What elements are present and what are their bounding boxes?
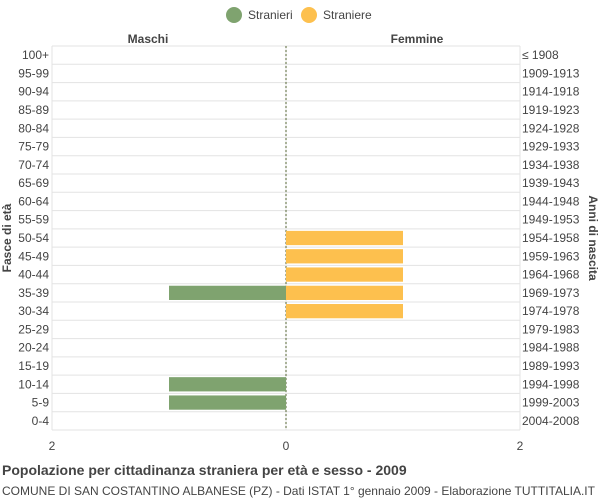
birth-year-tick-label: 1939-1943 <box>522 176 580 190</box>
age-tick-label: 75-79 <box>18 140 49 154</box>
age-tick-label: 10-14 <box>18 377 49 391</box>
birth-year-tick-label: 2004-2008 <box>522 414 580 428</box>
birth-year-tick-label: 1964-1968 <box>522 268 580 282</box>
age-tick-label: 80-84 <box>18 121 49 135</box>
birth-year-tick-label: 1979-1983 <box>522 322 580 336</box>
birth-year-tick-label: 1914-1918 <box>522 85 580 99</box>
age-tick-label: 60-64 <box>18 194 49 208</box>
bar-straniere-40-44 <box>286 267 403 282</box>
chart-subtitle: COMUNE DI SAN COSTANTINO ALBANESE (PZ) -… <box>2 484 595 498</box>
age-tick-label: 0-4 <box>32 414 50 428</box>
birth-year-tick-label: 1944-1948 <box>522 194 580 208</box>
right-header-femmine: Femmine <box>391 32 444 46</box>
age-tick-label: 40-44 <box>18 268 49 282</box>
age-tick-label: 55-59 <box>18 213 49 227</box>
label-layer: 100+ ≤ 1908 95-99 1909-1913 90-94 1914-1918 85… <box>18 48 579 453</box>
birth-year-tick-label: 1919-1923 <box>522 103 580 117</box>
y-axis-title-left: Fasce di età <box>0 203 14 272</box>
age-tick-label: 25-29 <box>18 322 49 336</box>
grid-layer <box>51 45 521 431</box>
age-tick-label: 45-49 <box>18 249 49 263</box>
age-tick-label: 5-9 <box>32 396 50 410</box>
birth-year-tick-label: 1954-1958 <box>522 231 580 245</box>
age-tick-label: 50-54 <box>18 231 49 245</box>
left-header-maschi: Maschi <box>128 32 169 46</box>
birth-year-tick-label: 1929-1933 <box>522 140 580 154</box>
birth-year-tick-label: 1999-2003 <box>522 396 580 410</box>
age-tick-label: 100+ <box>22 48 49 62</box>
birth-year-tick-label: 1924-1928 <box>522 121 580 135</box>
bar-layer <box>169 230 403 410</box>
legend-swatch-stranieri <box>226 7 242 23</box>
bar-straniere-45-49 <box>286 249 403 264</box>
bar-stranieri-10-14 <box>169 377 286 392</box>
birth-year-tick-label: 1994-1998 <box>522 377 580 391</box>
birth-year-tick-label: 1974-1978 <box>522 304 580 318</box>
birth-year-tick-label: 1934-1938 <box>522 158 580 172</box>
x-tick-label: 0 <box>283 439 290 453</box>
population-pyramid-chart: Stranieri Straniere Maschi Femmine Fasce… <box>0 7 600 453</box>
x-tick-label: 2 <box>49 439 56 453</box>
legend: Stranieri Straniere <box>226 7 372 23</box>
birth-year-tick-label: 1959-1963 <box>522 249 580 263</box>
bar-straniere-35-39 <box>286 285 403 300</box>
birth-year-tick-label: 1969-1973 <box>522 286 580 300</box>
age-tick-label: 85-89 <box>18 103 49 117</box>
bar-straniere-30-34 <box>286 304 403 319</box>
bar-stranieri-5-9 <box>169 395 286 410</box>
age-tick-label: 65-69 <box>18 176 49 190</box>
birth-year-tick-label: ≤ 1908 <box>522 48 559 62</box>
age-tick-label: 70-74 <box>18 158 49 172</box>
age-tick-label: 20-24 <box>18 341 49 355</box>
age-tick-label: 30-34 <box>18 304 49 318</box>
birth-year-tick-label: 1984-1988 <box>522 341 580 355</box>
y-axis-title-right: Anni di nascita <box>586 195 600 281</box>
chart-title: Popolazione per cittadinanza straniera p… <box>2 462 407 478</box>
age-tick-label: 90-94 <box>18 85 49 99</box>
birth-year-tick-label: 1989-1993 <box>522 359 580 373</box>
legend-label-straniere: Straniere <box>323 8 372 22</box>
age-tick-label: 95-99 <box>18 66 49 80</box>
birth-year-tick-label: 1909-1913 <box>522 66 580 80</box>
bar-straniere-50-54 <box>286 230 403 246</box>
x-tick-label: 2 <box>517 439 524 453</box>
legend-swatch-straniere <box>301 7 317 23</box>
birth-year-tick-label: 1949-1953 <box>522 213 580 227</box>
bar-stranieri-35-39 <box>169 285 286 300</box>
age-tick-label: 15-19 <box>18 359 49 373</box>
legend-label-stranieri: Stranieri <box>248 8 293 22</box>
age-tick-label: 35-39 <box>18 286 49 300</box>
